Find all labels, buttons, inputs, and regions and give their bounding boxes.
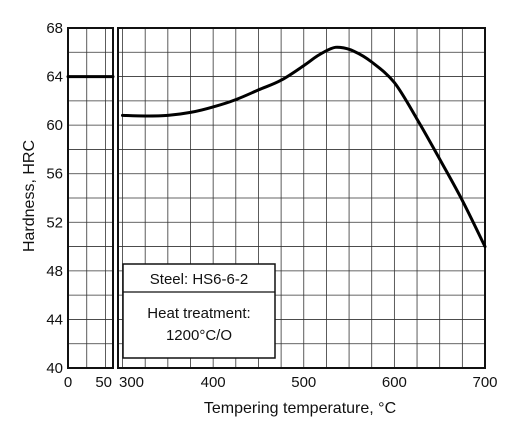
y-tick-label: 56 bbox=[46, 166, 63, 183]
y-axis-title: Hardness, HRC bbox=[21, 140, 38, 252]
y-tick-label: 60 bbox=[46, 117, 63, 134]
x-tick-label: 400 bbox=[201, 374, 226, 391]
x-tick-label: 50 bbox=[95, 374, 112, 391]
heat-treatment-value: 1200°C/O bbox=[166, 327, 232, 344]
panel-frames bbox=[67, 27, 486, 369]
panel-frame bbox=[67, 27, 114, 369]
y-tick-label: 64 bbox=[46, 69, 63, 86]
x-tick-label: 0 bbox=[64, 374, 72, 391]
steel-label: Steel: HS6-6-2 bbox=[150, 271, 248, 288]
annotation-box: Steel: HS6-6-2 Heat treatment: 1200°C/O bbox=[122, 263, 276, 359]
y-tick-label: 52 bbox=[46, 214, 63, 231]
x-tick-label: 500 bbox=[291, 374, 316, 391]
tick-labels: 0 50 300 400 500 600 700 40 44 48 52 56 60 64 68 bbox=[46, 20, 497, 391]
y-tick-label: 40 bbox=[46, 360, 63, 377]
y-tick-label: 68 bbox=[46, 20, 63, 37]
x-axis-title: Tempering temperature, °C bbox=[204, 400, 396, 417]
x-tick-label: 300 bbox=[119, 374, 144, 391]
y-tick-label: 48 bbox=[46, 263, 63, 280]
hardness-curve bbox=[121, 45, 487, 249]
series-layer bbox=[66, 45, 487, 249]
x-tick-label: 700 bbox=[472, 374, 497, 391]
heat-treatment-label: Heat treatment: bbox=[147, 305, 250, 322]
y-tick-label: 44 bbox=[46, 311, 63, 328]
annotation-box-frame bbox=[122, 263, 276, 359]
x-tick-label: 600 bbox=[382, 374, 407, 391]
panel-frame bbox=[117, 27, 486, 369]
